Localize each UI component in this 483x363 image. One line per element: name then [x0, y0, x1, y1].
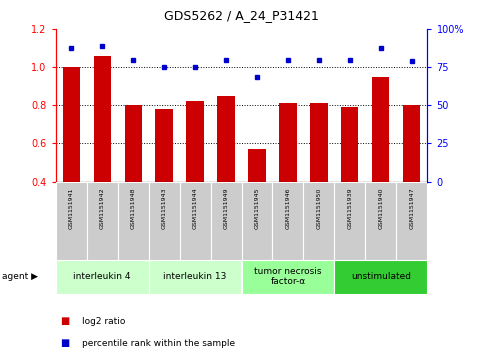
Bar [242, 260, 334, 294]
Bar [186, 101, 203, 182]
Text: unstimulated: unstimulated [351, 272, 411, 281]
Bar [334, 182, 366, 260]
Text: GSM1151949: GSM1151949 [224, 188, 228, 229]
Text: ■: ■ [60, 316, 70, 326]
Bar [248, 149, 266, 182]
Bar [180, 182, 211, 260]
Bar [149, 260, 242, 294]
Bar [403, 105, 421, 182]
Text: GSM1151945: GSM1151945 [255, 188, 259, 229]
Bar [242, 182, 272, 260]
Text: GSM1151942: GSM1151942 [99, 188, 104, 229]
Bar [366, 182, 397, 260]
Text: tumor necrosis
factor-α: tumor necrosis factor-α [254, 267, 322, 286]
Bar [56, 260, 149, 294]
Bar [156, 109, 172, 182]
Bar [280, 103, 297, 182]
Text: GSM1151944: GSM1151944 [193, 188, 198, 229]
Text: GDS5262 / A_24_P31421: GDS5262 / A_24_P31421 [164, 9, 319, 22]
Bar [272, 182, 303, 260]
Bar [117, 182, 149, 260]
Text: GSM1151950: GSM1151950 [316, 188, 322, 229]
Bar [334, 260, 427, 294]
Text: agent ▶: agent ▶ [2, 272, 39, 281]
Text: ■: ■ [60, 338, 70, 348]
Text: GSM1151939: GSM1151939 [347, 188, 353, 229]
Bar [56, 182, 86, 260]
Bar [125, 105, 142, 182]
Bar [94, 56, 111, 182]
Text: interleukin 4: interleukin 4 [73, 272, 131, 281]
Bar [372, 77, 389, 182]
Text: GSM1151940: GSM1151940 [379, 188, 384, 229]
Bar [397, 182, 427, 260]
Bar [211, 182, 242, 260]
Text: GSM1151941: GSM1151941 [69, 188, 73, 229]
Bar [217, 96, 235, 182]
Text: log2 ratio: log2 ratio [82, 317, 126, 326]
Bar [303, 182, 334, 260]
Text: GSM1151947: GSM1151947 [410, 188, 414, 229]
Bar [62, 67, 80, 182]
Text: percentile rank within the sample: percentile rank within the sample [82, 339, 235, 347]
Text: GSM1151943: GSM1151943 [161, 188, 167, 229]
Bar [311, 103, 327, 182]
Text: GSM1151946: GSM1151946 [285, 188, 290, 229]
Bar [149, 182, 180, 260]
Bar [86, 182, 117, 260]
Text: interleukin 13: interleukin 13 [163, 272, 227, 281]
Text: GSM1151948: GSM1151948 [130, 188, 136, 229]
Bar [341, 107, 358, 182]
